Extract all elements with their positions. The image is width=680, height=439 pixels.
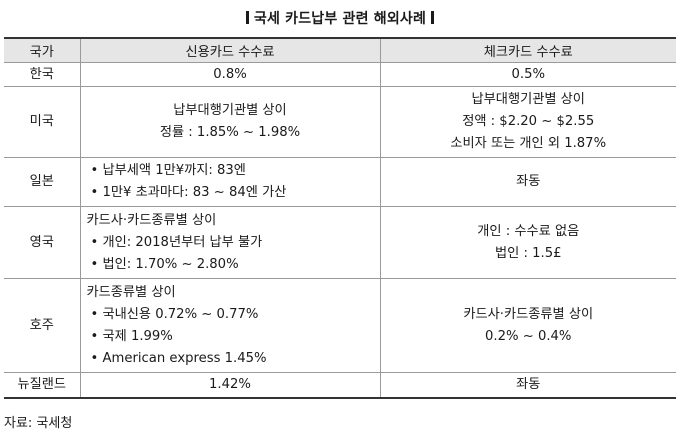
header-row: 국가 신용카드 수수료 체크카드 수수료	[4, 38, 676, 63]
bullet-item: 1만¥ 초과마다: 83 ~ 84엔 가산	[87, 182, 380, 204]
title-text: 국세 카드납부 관련 해외사례	[253, 11, 427, 27]
cell-line: 카드사·카드종류별 상이	[463, 306, 594, 322]
cell-line: 정률 : 1.85% ~ 1.98%	[159, 125, 301, 140]
credit-cell: 납부대행기관별 상이 정률 : 1.85% ~ 1.98%	[79, 86, 381, 158]
table-title: 국세 카드납부 관련 해외사례	[0, 8, 680, 28]
bullet-item: 개인: 2018년부터 납부 불가	[87, 232, 380, 254]
cell-line: 카드종류별 상이	[86, 284, 176, 300]
fee-table: 국가 신용카드 수수료 체크카드 수수료 한국 0.8% 0.5% 미국 납부대…	[4, 37, 676, 399]
header-country: 국가	[4, 38, 81, 63]
country-cell: 일본	[4, 157, 81, 207]
header-credit: 신용카드 수수료	[79, 38, 381, 63]
check-cell: 개인 : 수수료 없음 법인 : 1.5£	[379, 206, 676, 279]
cell-line: 정액 : $2.20 ~ $2.55	[462, 114, 595, 129]
table-row: 한국 0.8% 0.5%	[4, 62, 676, 87]
cell-line: 0.8%	[213, 66, 247, 82]
cell-line: 소비자 또는 개인 외 1.87%	[450, 136, 607, 151]
cell-line: 카드사·카드종류별 상이	[86, 212, 217, 228]
cell-line: 0.5%	[511, 66, 545, 82]
credit-cell: 0.8%	[79, 62, 381, 87]
cell-line: 개인 : 수수료 없음	[477, 223, 580, 239]
bullet-item: 납부세액 1만¥까지: 83엔	[87, 160, 380, 182]
cell-line: 0.2% ~ 0.4%	[485, 328, 572, 344]
table-row: 미국 납부대행기관별 상이 정률 : 1.85% ~ 1.98% 납부대행기관별…	[4, 86, 676, 158]
check-cell: 납부대행기관별 상이 정액 : $2.20 ~ $2.55 소비자 또는 개인 …	[379, 86, 676, 158]
title-bar-left	[245, 11, 249, 24]
bullet-item: 국제 1.99%	[87, 326, 380, 348]
cell-line: 좌동	[516, 174, 541, 189]
check-cell: 0.5%	[379, 62, 676, 87]
check-cell: 좌동	[379, 157, 676, 207]
title-bar-right	[431, 11, 435, 24]
credit-cell: 카드종류별 상이 국내신용 0.72% ~ 0.77% 국제 1.99% Ame…	[79, 278, 381, 373]
table-row: 영국 카드사·카드종류별 상이 개인: 2018년부터 납부 불가 법인: 1.…	[4, 206, 676, 279]
credit-cell: 1.42%	[79, 372, 381, 398]
cell-line: 납부대행기관별 상이	[173, 103, 287, 118]
credit-cell: 납부세액 1만¥까지: 83엔 1만¥ 초과마다: 83 ~ 84엔 가산	[79, 157, 381, 207]
table-row: 뉴질랜드 1.42% 좌동	[4, 372, 676, 398]
cell-line: 좌동	[516, 376, 541, 392]
bullet-item: 법인: 1.70% ~ 2.80%	[87, 254, 380, 276]
check-cell: 좌동	[379, 372, 676, 398]
cell-line: 1.42%	[209, 376, 251, 392]
source-note: 자료: 국세청	[4, 416, 73, 431]
header-check: 체크카드 수수료	[379, 38, 676, 63]
bullet-item: American express 1.45%	[87, 348, 380, 370]
table-row: 일본 납부세액 1만¥까지: 83엔 1만¥ 초과마다: 83 ~ 84엔 가산…	[4, 157, 676, 207]
cell-line: 납부대행기관별 상이	[471, 92, 585, 107]
cell-line: 법인 : 1.5£	[495, 245, 562, 261]
country-cell: 한국	[4, 62, 81, 87]
credit-cell: 카드사·카드종류별 상이 개인: 2018년부터 납부 불가 법인: 1.70%…	[79, 206, 381, 279]
country-cell: 호주	[4, 278, 81, 373]
bullet-item: 국내신용 0.72% ~ 0.77%	[87, 304, 380, 326]
table-row: 호주 카드종류별 상이 국내신용 0.72% ~ 0.77% 국제 1.99% …	[4, 278, 676, 373]
country-cell: 뉴질랜드	[4, 372, 81, 398]
country-cell: 영국	[4, 206, 81, 279]
check-cell: 카드사·카드종류별 상이 0.2% ~ 0.4%	[379, 278, 676, 373]
country-cell: 미국	[4, 86, 81, 158]
